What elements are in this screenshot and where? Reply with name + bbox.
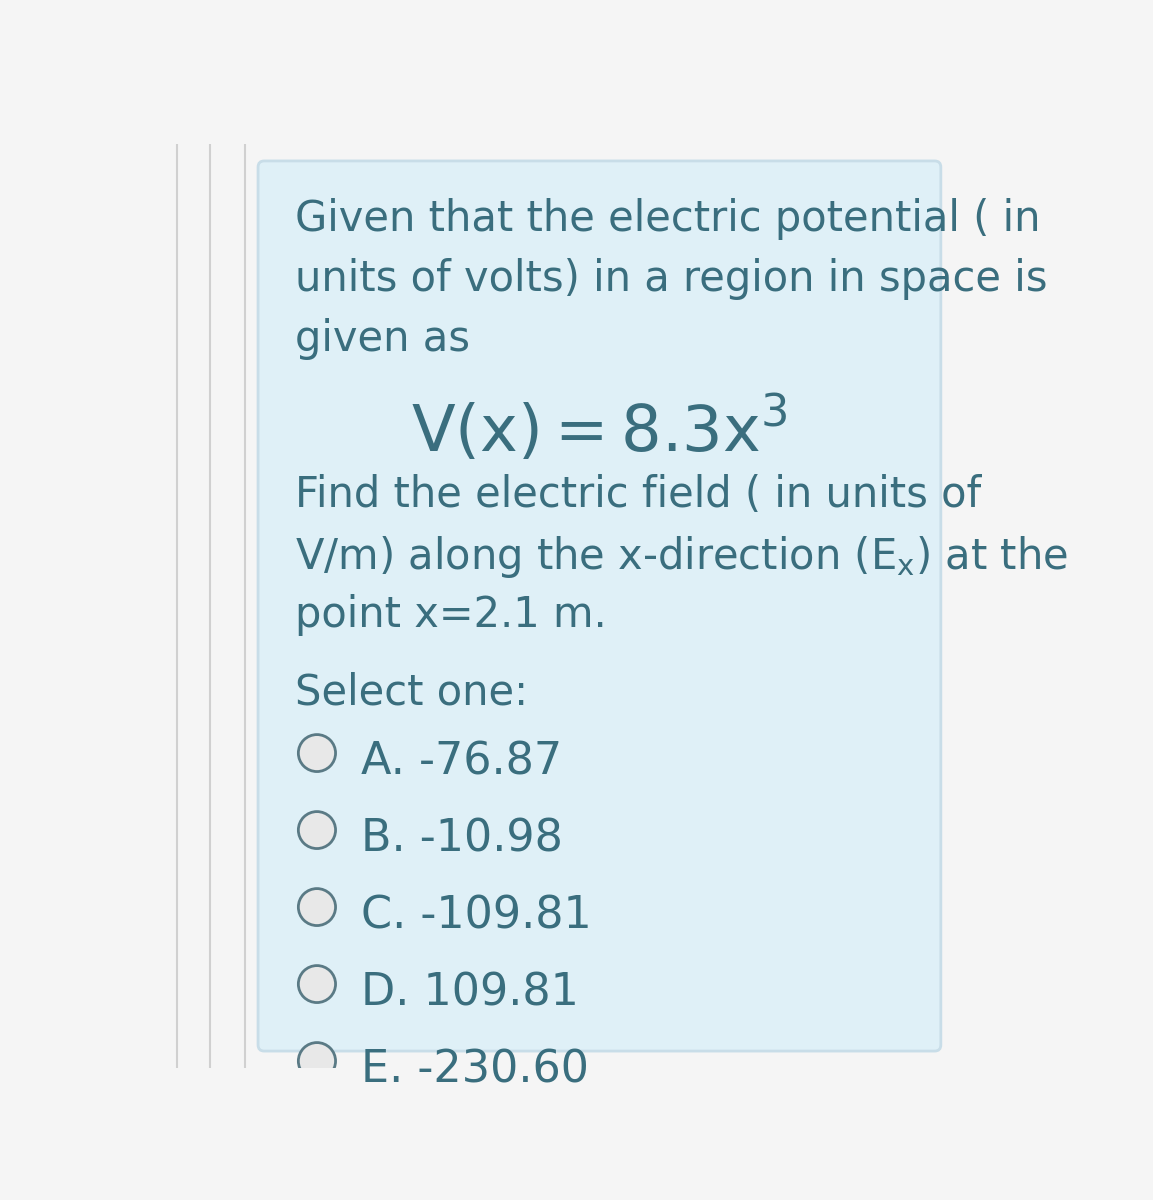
Circle shape [299, 734, 336, 772]
Text: units of volts) in a region in space is: units of volts) in a region in space is [295, 258, 1048, 300]
Text: D. 109.81: D. 109.81 [361, 972, 579, 1015]
Circle shape [299, 966, 336, 1002]
Text: Given that the electric potential ( in: Given that the electric potential ( in [295, 198, 1041, 240]
Circle shape [299, 811, 336, 848]
Text: Select one:: Select one: [295, 672, 528, 714]
Text: given as: given as [295, 318, 470, 360]
Text: $\mathregular{V(x) = 8.3x^3}$: $\mathregular{V(x) = 8.3x^3}$ [412, 394, 787, 464]
Text: C. -109.81: C. -109.81 [361, 895, 591, 937]
Text: B. -10.98: B. -10.98 [361, 817, 563, 860]
Circle shape [299, 888, 336, 925]
Text: Find the electric field ( in units of: Find the electric field ( in units of [295, 474, 981, 516]
Text: E. -230.60: E. -230.60 [361, 1049, 589, 1092]
FancyBboxPatch shape [258, 161, 941, 1051]
Text: V/m) along the x-direction (E$_\mathregular{x}$) at the: V/m) along the x-direction (E$_\mathregu… [295, 534, 1068, 581]
Text: A. -76.87: A. -76.87 [361, 740, 563, 784]
Circle shape [299, 1043, 336, 1080]
Text: point x=2.1 m.: point x=2.1 m. [295, 594, 606, 636]
